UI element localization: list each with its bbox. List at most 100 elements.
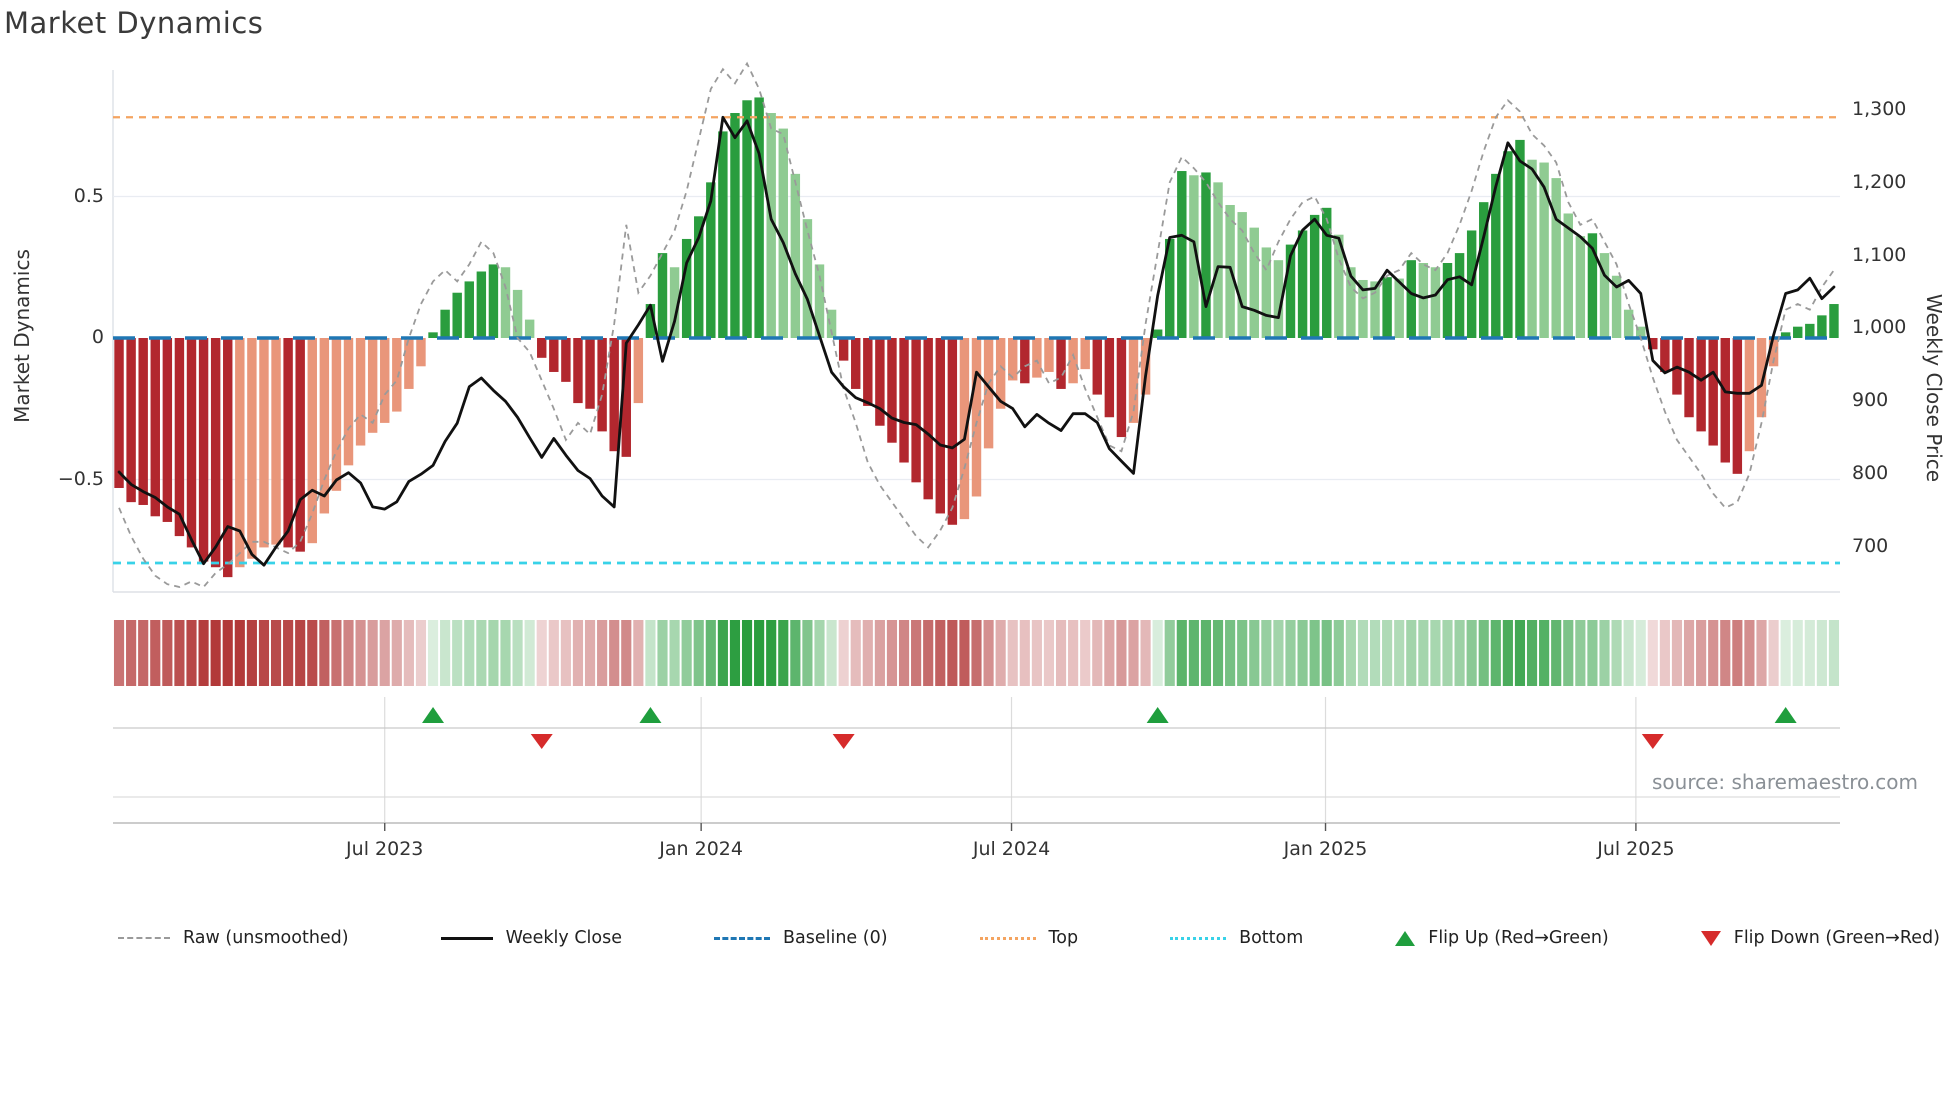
oscillator-bar: [1430, 267, 1441, 338]
right-y-tick-label: 1,100: [1852, 243, 1907, 266]
heatmap-cell: [1128, 620, 1139, 686]
top-threshold-swatch: [979, 936, 1036, 940]
x-tick-label: Jul 2025: [1597, 838, 1675, 860]
oscillator-bar: [1020, 338, 1030, 384]
oscillator-bar: [452, 292, 462, 338]
oscillator-bar: [609, 338, 619, 452]
bottom-threshold-swatch: [1170, 936, 1227, 940]
heatmap-cell: [1756, 620, 1767, 686]
flip-up-marker: [422, 707, 445, 723]
oscillator-bar: [549, 338, 559, 372]
oscillator-bar: [488, 264, 499, 338]
flip-down-marker: [530, 734, 553, 749]
oscillator-bar: [802, 219, 813, 338]
heatmap-cell: [1563, 620, 1574, 686]
oscillator-bar: [947, 338, 958, 525]
heatmap-cell: [391, 620, 402, 686]
oscillator-bar: [476, 271, 487, 338]
oscillator-bar: [343, 338, 354, 466]
oscillator-bar: [1177, 171, 1187, 338]
heatmap-cell: [1478, 620, 1489, 686]
heatmap-cell: [1768, 620, 1779, 686]
oscillator-bar: [283, 338, 293, 548]
oscillator-bar: [1551, 178, 1561, 338]
oscillator-bar: [573, 338, 583, 404]
legend-label: Top: [1048, 928, 1079, 948]
oscillator-bar: [971, 338, 982, 497]
oscillator-bar: [126, 338, 136, 503]
oscillator-bar: [150, 338, 160, 517]
heatmap-cell: [1466, 620, 1477, 686]
oscillator-bar: [319, 338, 330, 514]
oscillator-bar: [1116, 338, 1127, 438]
heatmap-cell: [1792, 620, 1803, 686]
oscillator-bar: [766, 113, 776, 338]
oscillator-bar: [500, 267, 511, 338]
oscillator-bar: [1587, 233, 1598, 338]
heatmap-cell: [1406, 620, 1417, 686]
legend-label: Baseline (0): [783, 928, 888, 948]
heatmap-cell: [1671, 620, 1683, 686]
baseline-dash-swatch: [714, 936, 770, 940]
oscillator-bar: [114, 338, 124, 488]
oscillator-bar: [935, 338, 945, 514]
oscillator-bar: [1648, 338, 1658, 350]
oscillator-bar: [404, 338, 414, 389]
oscillator-bar: [1780, 332, 1791, 338]
heatmap-cell: [1188, 620, 1199, 686]
heatmap-cell: [126, 620, 137, 686]
legend-label: Flip Down (Green→Red): [1733, 928, 1940, 948]
oscillator-bar: [1008, 338, 1018, 381]
oscillator-bar: [1297, 230, 1308, 338]
heatmap-cell: [1539, 620, 1550, 686]
oscillator-bar: [1213, 182, 1223, 338]
oscillator-bar: [162, 338, 173, 522]
heatmap-cell: [959, 620, 970, 686]
heatmap-cell: [1804, 620, 1815, 686]
heatmap-cell: [464, 620, 475, 686]
source-note: source: sharemaestro.com: [1652, 770, 1918, 794]
oscillator-bar: [1611, 275, 1622, 338]
heatmap-cell: [379, 620, 390, 686]
legend-label: Flip Up (Red→Green): [1428, 928, 1609, 948]
heatmap-cell: [150, 620, 161, 686]
legend-item-flip-down: Flip Down (Green→Red): [1700, 928, 1940, 948]
flip-down-marker: [1641, 734, 1664, 749]
oscillator-bar: [1817, 315, 1827, 338]
heatmap-cell: [331, 620, 342, 686]
heatmap-cell: [1647, 620, 1658, 686]
oscillator-bar: [1092, 338, 1102, 395]
heatmap-cell: [1285, 620, 1296, 686]
oscillator-bar: [271, 338, 281, 545]
oscillator-bar: [730, 113, 740, 338]
oscillator-bar: [1104, 338, 1115, 418]
oscillator-bar: [355, 338, 366, 446]
heatmap-cell: [935, 620, 946, 686]
heatmap-cell: [548, 620, 559, 686]
heatmap-cell: [645, 620, 656, 686]
oscillator-bar: [585, 338, 595, 409]
oscillator-bar: [1720, 338, 1730, 463]
heatmap-cell: [1382, 620, 1393, 686]
x-tick-label: Jul 2024: [972, 838, 1051, 860]
heatmap-cell: [874, 620, 885, 686]
heatmap-cell: [1502, 620, 1513, 686]
heatmap-cell: [1297, 620, 1308, 686]
heatmap-cell: [367, 620, 378, 686]
heatmap-cell: [1140, 620, 1151, 686]
oscillator-bar: [1418, 263, 1429, 338]
heatmap-cell: [1321, 620, 1332, 686]
oscillator-bar: [959, 338, 970, 520]
oscillator-bar: [754, 97, 764, 338]
heatmap-cell: [802, 620, 813, 686]
heatmap-cell: [319, 620, 330, 686]
oscillator-bar: [1442, 263, 1453, 338]
oscillator-bar: [537, 338, 547, 358]
right-axis-title: Weekly Close Price: [1922, 293, 1946, 483]
oscillator-bar: [826, 309, 837, 338]
oscillator-bar: [742, 100, 752, 338]
heatmap-cell: [1019, 620, 1030, 686]
heatmap-cell: [1273, 620, 1284, 686]
legend-label: Bottom: [1239, 928, 1304, 948]
oscillator-bar: [899, 338, 909, 463]
